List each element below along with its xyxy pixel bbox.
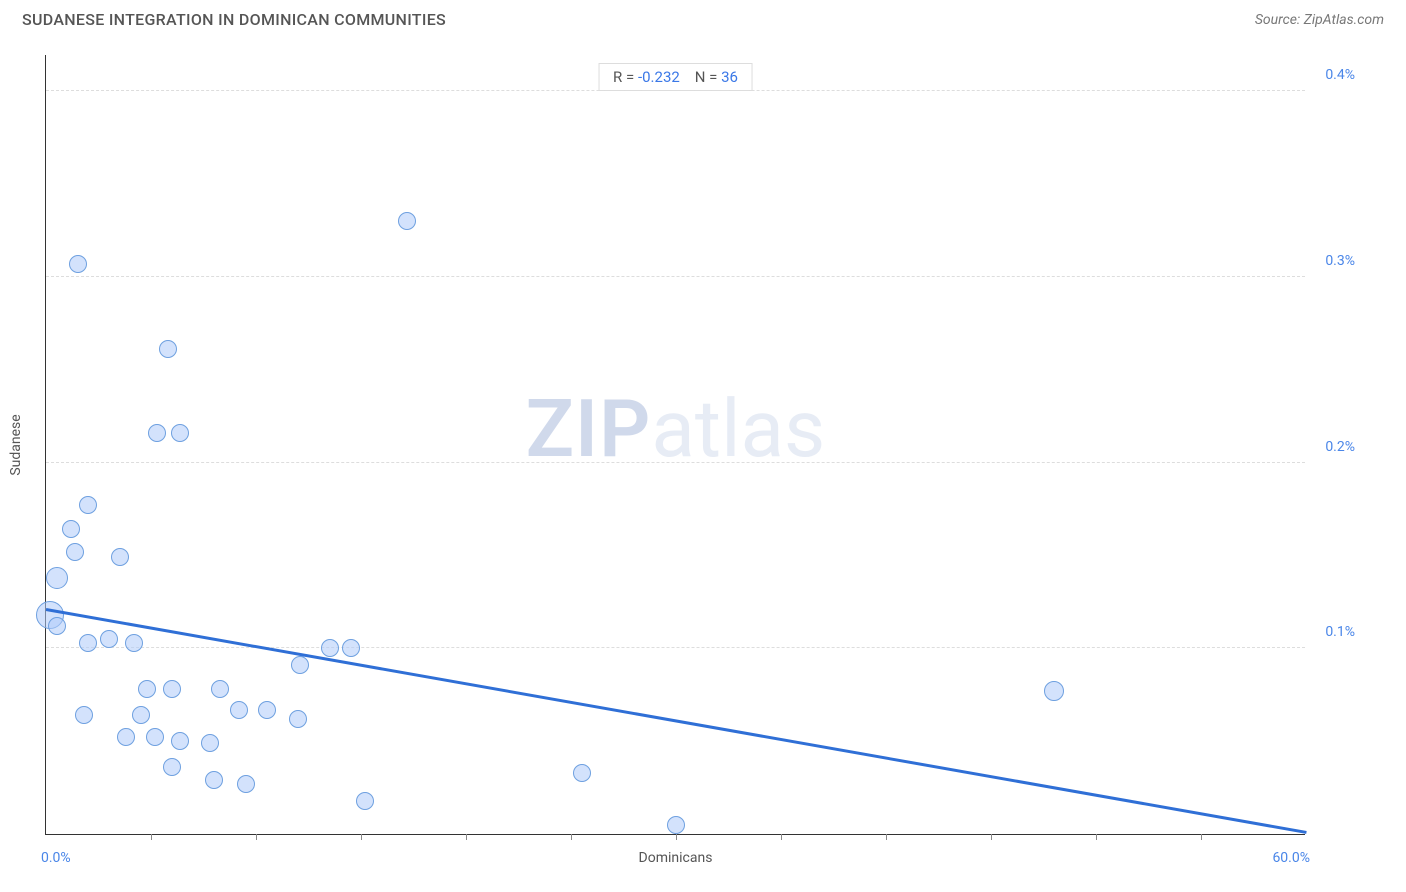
chart-source: Source: ZipAtlas.com <box>1255 12 1384 28</box>
x-tick <box>256 834 257 840</box>
scatter-point <box>111 548 129 566</box>
scatter-point <box>356 792 374 810</box>
scatter-point <box>163 758 181 776</box>
x-tick <box>991 834 992 840</box>
plot-area: ZIPatlas R = -0.232 N = 36 Sudanese Domi… <box>45 55 1305 835</box>
scatter-point <box>79 634 97 652</box>
scatter-point <box>138 680 156 698</box>
x-tick <box>151 834 152 840</box>
x-tick <box>886 834 887 840</box>
scatter-point <box>321 639 339 657</box>
x-tick <box>1201 834 1202 840</box>
scatter-point <box>117 728 135 746</box>
scatter-point <box>163 680 181 698</box>
chart-header: SUDANESE INTEGRATION IN DOMINICAN COMMUN… <box>0 0 1406 35</box>
n-value: 36 <box>721 68 738 86</box>
scatter-point <box>146 728 164 746</box>
scatter-point <box>237 775 255 793</box>
y-tick-label: 0.4% <box>1310 67 1355 83</box>
scatter-point <box>1044 681 1064 701</box>
scatter-point <box>132 706 150 724</box>
scatter-point <box>62 520 80 538</box>
x-tick <box>361 834 362 840</box>
trendline <box>46 608 1307 834</box>
chart-container: ZIPatlas R = -0.232 N = 36 Sudanese Domi… <box>45 55 1345 835</box>
x-tick <box>466 834 467 840</box>
scatter-point <box>148 424 166 442</box>
x-max-label: 60.0% <box>1272 850 1310 866</box>
gridline <box>46 276 1305 277</box>
scatter-point <box>258 701 276 719</box>
gridline <box>46 647 1305 648</box>
y-tick-label: 0.3% <box>1310 253 1355 269</box>
scatter-point <box>667 816 685 834</box>
y-axis-title: Sudanese <box>8 414 24 475</box>
scatter-point <box>66 543 84 561</box>
scatter-point <box>342 639 360 657</box>
gridline <box>46 462 1305 463</box>
scatter-point <box>46 567 68 589</box>
scatter-point <box>171 732 189 750</box>
scatter-point <box>100 630 118 648</box>
x-tick <box>781 834 782 840</box>
scatter-point <box>289 710 307 728</box>
scatter-point <box>125 634 143 652</box>
scatter-point <box>171 424 189 442</box>
gridline <box>46 90 1305 91</box>
scatter-point <box>201 734 219 752</box>
x-min-label: 0.0% <box>41 850 71 866</box>
n-label: N = <box>695 68 718 86</box>
scatter-point <box>398 212 416 230</box>
scatter-point <box>79 496 97 514</box>
x-axis-title: Dominicans <box>639 850 713 866</box>
scatter-point <box>48 617 66 635</box>
r-label: R = <box>613 68 634 86</box>
scatter-point <box>159 340 177 358</box>
scatter-point <box>211 680 229 698</box>
scatter-point <box>69 255 87 273</box>
x-tick <box>571 834 572 840</box>
stats-box: R = -0.232 N = 36 <box>598 63 753 91</box>
scatter-point <box>230 701 248 719</box>
scatter-point <box>205 771 223 789</box>
scatter-point <box>573 764 591 782</box>
y-tick-label: 0.2% <box>1310 439 1355 455</box>
x-tick <box>676 834 677 840</box>
x-tick <box>1096 834 1097 840</box>
y-tick-label: 0.1% <box>1310 624 1355 640</box>
scatter-point <box>75 706 93 724</box>
r-value: -0.232 <box>638 68 680 86</box>
chart-title: SUDANESE INTEGRATION IN DOMINICAN COMMUN… <box>22 10 446 29</box>
scatter-point <box>291 656 309 674</box>
